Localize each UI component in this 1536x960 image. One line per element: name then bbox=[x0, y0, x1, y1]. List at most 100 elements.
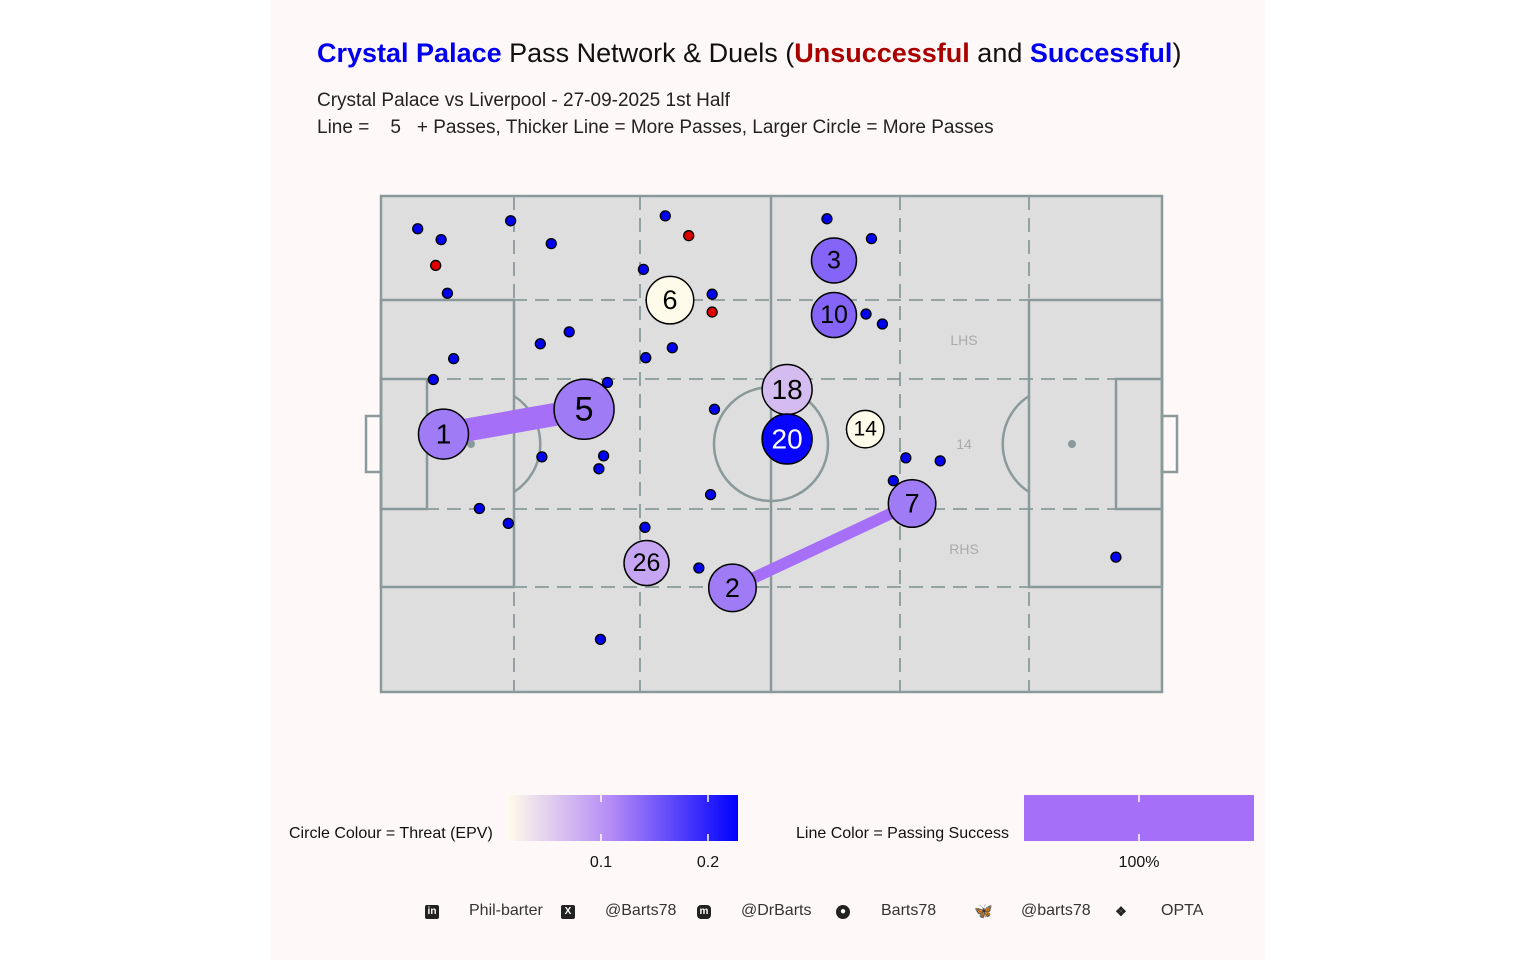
duel-point bbox=[706, 288, 718, 300]
chart-title: Crystal Palace Pass Network & Duels (Uns… bbox=[317, 38, 1181, 69]
player-node-label: 10 bbox=[820, 301, 848, 329]
success-colorbar bbox=[1024, 795, 1254, 841]
player-node bbox=[810, 291, 858, 339]
footer-mastodon[interactable]: @DrBarts bbox=[741, 902, 812, 919]
duel-point bbox=[441, 287, 454, 299]
player-nodes: 1 5 6 3 10 18 20 14 7 26 2 bbox=[417, 237, 937, 613]
left-penalty-arc bbox=[513, 394, 542, 494]
title-and: and bbox=[969, 38, 1030, 68]
right-penalty-spot bbox=[1068, 440, 1076, 448]
left-penalty-spot bbox=[467, 440, 475, 448]
duel-point bbox=[1110, 551, 1122, 563]
player-node bbox=[845, 409, 885, 449]
duel-point bbox=[876, 318, 889, 330]
success-tick-label: 100% bbox=[1118, 854, 1160, 871]
title-successful: Successful bbox=[1029, 38, 1173, 68]
duel-point bbox=[563, 326, 575, 338]
left-goal bbox=[364, 414, 383, 474]
mastodon-icon: m bbox=[697, 905, 711, 919]
duel-point bbox=[504, 215, 517, 227]
player-node bbox=[553, 378, 615, 441]
zone-label-centre: 14 bbox=[956, 436, 972, 452]
footer: in Phil-barter X @Barts78 m @DrBarts ● B… bbox=[0, 902, 1536, 926]
chart-subtitle-2: Line = 5 + Passes, Thicker Line = More P… bbox=[317, 117, 994, 138]
duel-point bbox=[639, 521, 651, 533]
player-node-label: 20 bbox=[772, 424, 803, 455]
player-node-label: 26 bbox=[633, 549, 661, 577]
x-icon: X bbox=[561, 905, 575, 919]
player-node-label: 18 bbox=[772, 374, 803, 405]
footer-github[interactable]: Barts78 bbox=[881, 902, 937, 919]
duel-point bbox=[430, 259, 442, 272]
github-icon: ● bbox=[836, 905, 850, 919]
duel-point bbox=[706, 306, 718, 318]
duel-point bbox=[597, 450, 610, 462]
title-team: Crystal Palace bbox=[317, 38, 502, 68]
duel-point bbox=[887, 475, 899, 487]
player-node bbox=[645, 275, 695, 325]
right-penalty-arc bbox=[1001, 394, 1030, 494]
player-node-label: 1 bbox=[436, 419, 452, 450]
duel-point bbox=[502, 517, 514, 530]
duel-point bbox=[593, 463, 605, 475]
duel-point bbox=[860, 308, 872, 320]
title-text: Pass Network & Duels ( bbox=[501, 38, 795, 68]
dropbox-icon: ❖ bbox=[1115, 904, 1127, 919]
player-node bbox=[761, 413, 813, 465]
player-node-label: 2 bbox=[725, 573, 740, 603]
player-node bbox=[623, 539, 670, 587]
duel-point bbox=[637, 263, 650, 276]
duel-point bbox=[447, 353, 460, 365]
title-unsuccessful: Unsuccessful bbox=[794, 38, 970, 68]
footer-bluesky[interactable]: @barts78 bbox=[1021, 902, 1091, 919]
player-node-label: 14 bbox=[854, 418, 878, 441]
player-node bbox=[707, 563, 757, 613]
duel-point bbox=[865, 233, 878, 245]
success-legend-label: Line Color = Passing Success bbox=[796, 825, 1009, 842]
duel-point bbox=[536, 451, 548, 463]
epv-colorbar bbox=[508, 795, 738, 841]
player-node bbox=[417, 408, 470, 460]
duel-point bbox=[821, 213, 833, 225]
duel-point bbox=[704, 488, 717, 501]
duel-point bbox=[435, 233, 447, 246]
duel-point bbox=[601, 376, 614, 389]
duel-points bbox=[412, 210, 1122, 646]
linkedin-icon: in bbox=[425, 905, 439, 919]
footer-x[interactable]: @Barts78 bbox=[605, 902, 677, 919]
duel-point bbox=[594, 633, 607, 646]
epv-tick-label: 0.2 bbox=[696, 854, 720, 871]
duel-point bbox=[412, 223, 424, 235]
duel-point bbox=[683, 230, 695, 242]
zone-label-lhs: LHS bbox=[950, 332, 977, 348]
duel-point bbox=[659, 210, 671, 222]
duel-point bbox=[693, 562, 705, 574]
epv-legend-label: Circle Colour = Threat (EPV) bbox=[289, 825, 493, 842]
player-node bbox=[810, 237, 858, 284]
footer-linkedin[interactable]: Phil-barter bbox=[469, 902, 543, 919]
player-node-label: 5 bbox=[575, 390, 594, 428]
zone-label-rhs: RHS bbox=[949, 541, 979, 557]
player-node-label: 7 bbox=[905, 489, 920, 519]
duel-point bbox=[534, 338, 546, 350]
right-goal bbox=[1160, 414, 1179, 474]
duel-point bbox=[934, 455, 946, 467]
pass-edge bbox=[730, 498, 915, 594]
duel-point bbox=[427, 373, 439, 386]
duel-point bbox=[900, 452, 912, 464]
zone-lines bbox=[381, 196, 1162, 692]
duel-point bbox=[473, 502, 486, 515]
player-node bbox=[887, 479, 937, 529]
bluesky-icon: 🦋 bbox=[974, 903, 993, 920]
title-close: ) bbox=[1172, 38, 1182, 68]
player-node-label: 6 bbox=[662, 285, 677, 315]
epv-tick-label: 0.1 bbox=[589, 854, 613, 871]
duel-point bbox=[666, 342, 678, 354]
duel-point bbox=[708, 403, 721, 415]
duel-point bbox=[640, 352, 652, 364]
player-node-label: 3 bbox=[827, 246, 841, 274]
footer-data-source: OPTA bbox=[1161, 902, 1204, 919]
duel-point bbox=[545, 237, 557, 250]
chart-subtitle: Crystal Palace vs Liverpool - 27-09-2025… bbox=[317, 90, 730, 111]
